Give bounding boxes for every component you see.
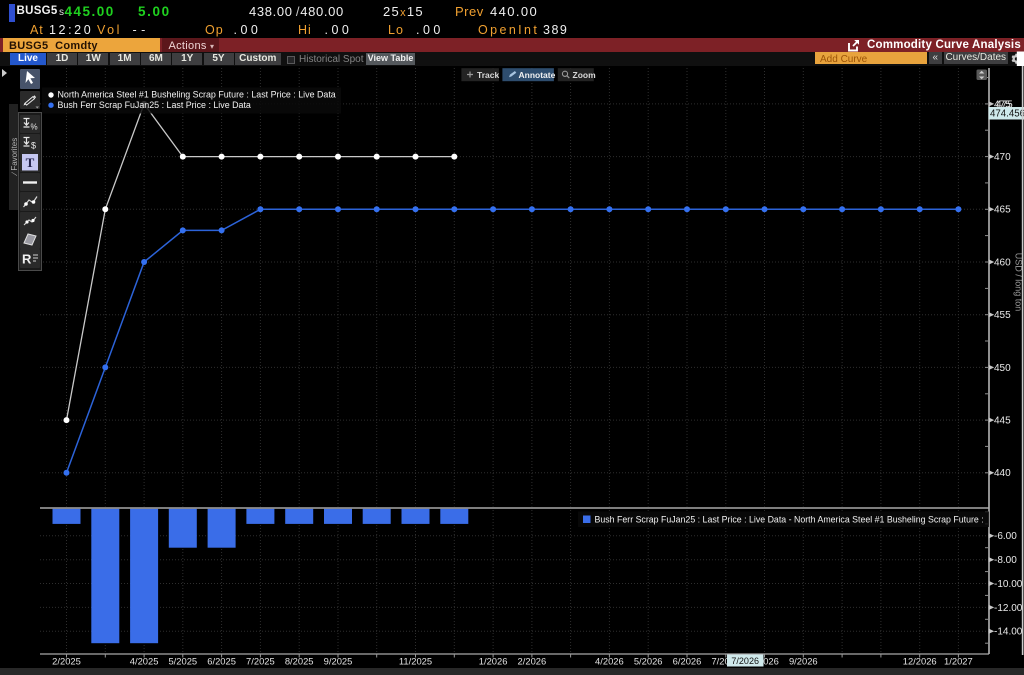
svg-text:440: 440 (994, 468, 1011, 479)
svg-text:-8.00: -8.00 (994, 555, 1017, 566)
svg-text:Zoom: Zoom (573, 70, 597, 80)
svg-text:465: 465 (994, 205, 1011, 216)
svg-text:1/2026: 1/2026 (479, 656, 508, 667)
svg-text:%: % (30, 122, 37, 131)
svg-text:-10.00: -10.00 (994, 579, 1023, 590)
svg-text:5/2026: 5/2026 (634, 656, 663, 667)
svg-text:7/2025: 7/2025 (246, 656, 275, 667)
svg-text:USD / long ton: USD / long ton (1014, 253, 1024, 312)
svg-text:6/2026: 6/2026 (673, 656, 702, 667)
svg-text:9/2026: 9/2026 (789, 656, 818, 667)
svg-text:6/2025: 6/2025 (207, 656, 236, 667)
svg-text:Bush Ferr Scrap FuJan25 : Last: Bush Ferr Scrap FuJan25 : Last Price : L… (595, 514, 984, 524)
svg-text:9/2025: 9/2025 (324, 656, 353, 667)
svg-text:North America Steel #1 Busheli: North America Steel #1 Busheling Scrap F… (58, 90, 336, 100)
svg-text:7/2026: 7/2026 (711, 656, 740, 667)
svg-text:$: $ (31, 141, 36, 151)
svg-text:4/2025: 4/2025 (130, 656, 159, 667)
svg-text:8/2025: 8/2025 (285, 656, 314, 667)
svg-text:-6.00: -6.00 (994, 531, 1017, 542)
svg-text:2/2025: 2/2025 (52, 656, 81, 667)
svg-text:11/2025: 11/2025 (399, 656, 432, 667)
svg-text:475: 475 (994, 99, 1011, 110)
svg-text:T: T (25, 155, 34, 170)
svg-text:Track: Track (477, 70, 499, 80)
svg-text:4/2026: 4/2026 (595, 656, 624, 667)
svg-text:450: 450 (994, 363, 1011, 374)
svg-text:5/2025: 5/2025 (168, 656, 197, 667)
svg-text:-12.00: -12.00 (994, 603, 1023, 614)
svg-text:7/2026: 7/2026 (731, 656, 759, 666)
svg-text:1/2027: 1/2027 (944, 656, 973, 667)
svg-text:474.456: 474.456 (990, 109, 1024, 120)
svg-text:12/2026: 12/2026 (903, 656, 937, 667)
svg-text:Bush Ferr Scrap FuJan25 : Last: Bush Ferr Scrap FuJan25 : Last Price : L… (58, 100, 251, 110)
svg-text:2/2026: 2/2026 (518, 656, 547, 667)
svg-text:8/2026: 8/2026 (750, 656, 779, 667)
svg-text:R: R (22, 252, 32, 267)
svg-text:460: 460 (994, 257, 1011, 268)
svg-text:455: 455 (994, 310, 1011, 321)
svg-text:445: 445 (994, 416, 1011, 427)
svg-text:470: 470 (994, 152, 1011, 163)
svg-text:Annotate: Annotate (519, 70, 556, 80)
svg-text:-14.00: -14.00 (994, 627, 1023, 638)
svg-text:475: 475 (996, 99, 1013, 110)
